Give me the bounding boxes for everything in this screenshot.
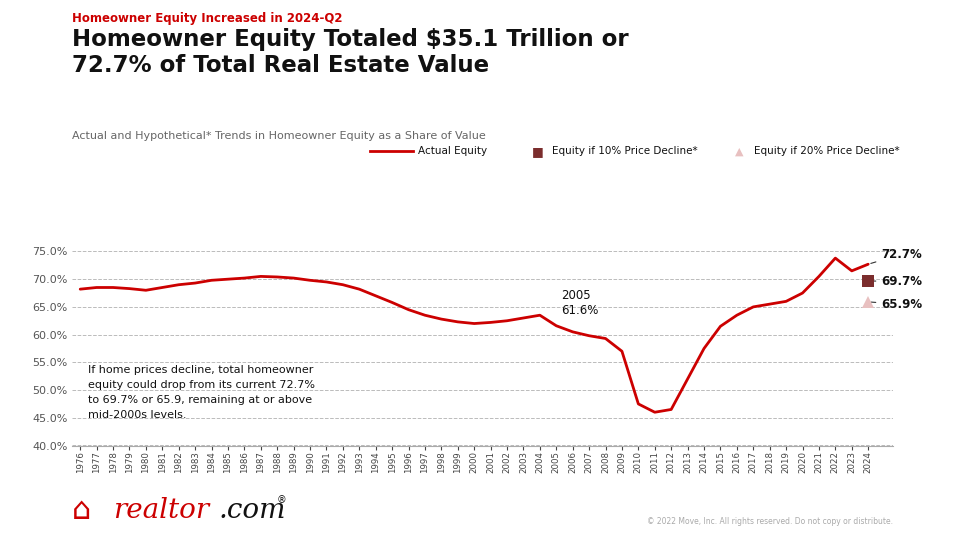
Text: Actual Equity: Actual Equity — [418, 146, 487, 156]
Text: ■: ■ — [532, 145, 543, 158]
Text: Actual and Hypothetical* Trends in Homeowner Equity as a Share of Value: Actual and Hypothetical* Trends in Homeo… — [72, 131, 486, 141]
Text: 72.7%: 72.7% — [871, 248, 922, 264]
Text: Homeowner Equity Totaled $35.1 Trillion or
72.7% of Total Real Estate Value: Homeowner Equity Totaled $35.1 Trillion … — [72, 28, 629, 77]
Text: ▲: ▲ — [735, 146, 743, 156]
Text: Homeowner Equity Increased in 2024-Q2: Homeowner Equity Increased in 2024-Q2 — [72, 12, 343, 25]
Text: .com: .com — [219, 497, 286, 524]
Text: realtor: realtor — [113, 497, 209, 524]
Text: 69.7%: 69.7% — [871, 275, 923, 288]
Text: 65.9%: 65.9% — [871, 298, 923, 310]
Text: 2005
61.6%: 2005 61.6% — [562, 289, 599, 317]
Text: © 2022 Move, Inc. All rights reserved. Do not copy or distribute.: © 2022 Move, Inc. All rights reserved. D… — [647, 517, 893, 526]
Text: Equity if 10% Price Decline*: Equity if 10% Price Decline* — [552, 146, 698, 156]
Text: ⌂: ⌂ — [72, 496, 91, 525]
Text: Equity if 20% Price Decline*: Equity if 20% Price Decline* — [754, 146, 900, 156]
Text: ®: ® — [276, 496, 286, 505]
Text: If home prices decline, total homeowner
equity could drop from its current 72.7%: If home prices decline, total homeowner … — [88, 365, 316, 420]
